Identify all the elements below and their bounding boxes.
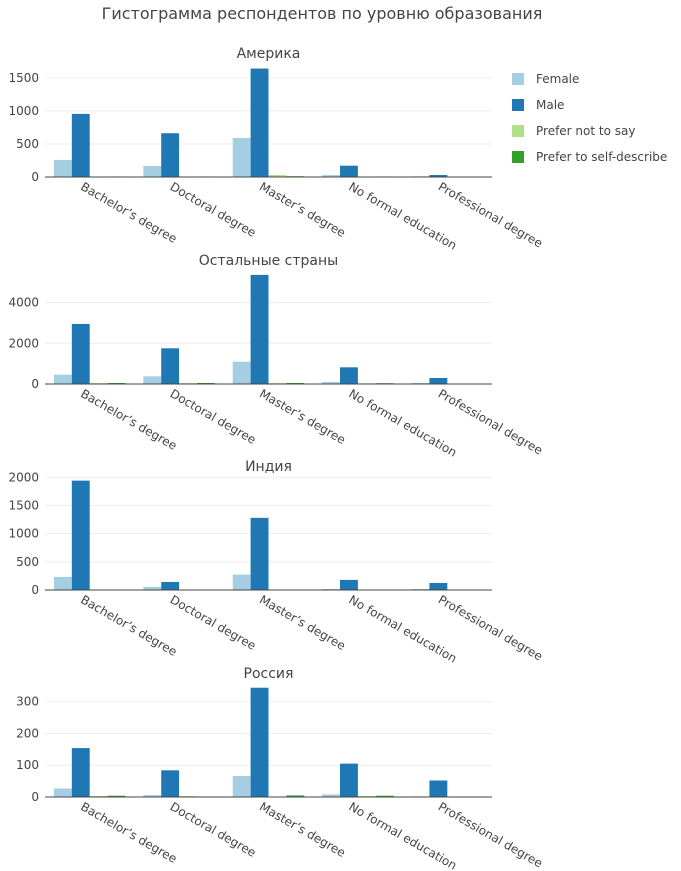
x-tick-label: Bachelor’s degree <box>78 799 179 865</box>
bar-male[interactable] <box>340 763 358 797</box>
bar-male[interactable] <box>71 113 90 177</box>
y-tick-label: 2000 <box>8 470 39 484</box>
y-tick-label: 2000 <box>8 336 39 350</box>
bar-female[interactable] <box>53 788 72 797</box>
bar-female[interactable] <box>53 576 72 590</box>
bar-male[interactable] <box>250 68 269 177</box>
bar-female[interactable] <box>143 165 162 177</box>
y-tick-label: 500 <box>16 555 39 569</box>
bar-prefer-to-self-describe[interactable] <box>196 382 215 384</box>
bar-female[interactable] <box>322 175 341 177</box>
bar-female[interactable] <box>322 794 341 797</box>
bar-male[interactable] <box>161 770 180 797</box>
legend-item[interactable]: Male <box>512 92 667 118</box>
bar-male[interactable] <box>250 517 269 590</box>
bar-female[interactable] <box>411 588 430 590</box>
y-tick-label: 0 <box>31 583 39 597</box>
legend-swatch <box>512 125 524 137</box>
x-tick-label: Bachelor’s degree <box>78 179 179 245</box>
legend-label: Female <box>536 72 580 86</box>
x-tick-label: Master’s degree <box>257 386 348 447</box>
subplot-3: Индия 0 500 1000 1500 2000 Bachelor’s degreeDo… <box>8 459 545 666</box>
subplot-4: Россия 0 100 200 300 Bachelor’s degreeDoctora… <box>16 666 545 871</box>
bar-male[interactable] <box>429 175 448 177</box>
x-tick-label: Doctoral degree <box>168 799 259 859</box>
legend-swatch <box>512 73 524 85</box>
legend[interactable]: Female Male Prefer not to say Prefer to sel… <box>512 66 667 170</box>
bar-female[interactable] <box>53 374 72 384</box>
bar-male[interactable] <box>429 582 448 590</box>
legend-item[interactable]: Prefer to self-describe <box>512 144 667 170</box>
chart-title: Гистограмма респондентов по уровню образ… <box>102 4 543 23</box>
subplot-title: Индия <box>245 459 292 475</box>
bar-female[interactable] <box>322 588 341 590</box>
x-tick-label: Bachelor’s degree <box>78 386 179 452</box>
bar-prefer-to-self-describe[interactable] <box>107 382 126 384</box>
bar-prefer-to-self-describe[interactable] <box>375 795 394 797</box>
bar-female[interactable] <box>143 376 162 384</box>
bar-male[interactable] <box>71 748 90 797</box>
bar-male[interactable] <box>71 480 90 590</box>
legend-label: Prefer not to say <box>536 124 636 138</box>
subplot-title: Америка <box>237 46 301 62</box>
x-tick-label: Master’s degree <box>257 179 348 240</box>
bar-male[interactable] <box>429 377 448 384</box>
subplot-2: Остальные страны 0 2000 4000 Bachelor’s degr… <box>8 253 545 460</box>
y-tick-label: 1000 <box>8 527 39 541</box>
x-tick-label: Doctoral degree <box>168 592 259 652</box>
y-tick-label: 300 <box>16 695 39 709</box>
bar-female[interactable] <box>53 159 72 177</box>
subplot-title: Россия <box>244 666 294 682</box>
y-tick-label: 1000 <box>8 104 39 118</box>
x-tick-label: Bachelor’s degree <box>78 592 179 658</box>
legend-label: Male <box>536 98 565 112</box>
y-tick-label: 200 <box>16 726 39 740</box>
bar-male[interactable] <box>340 367 358 384</box>
y-tick-label: 1500 <box>8 71 39 85</box>
y-tick-label: 0 <box>31 170 39 184</box>
bar-prefer-to-self-describe[interactable] <box>107 795 126 797</box>
bar-male[interactable] <box>429 780 448 797</box>
bar-female[interactable] <box>143 586 162 590</box>
bar-prefer-to-self-describe[interactable] <box>286 795 305 797</box>
legend-swatch <box>512 99 524 111</box>
bar-female[interactable] <box>232 574 251 590</box>
bar-male[interactable] <box>161 133 180 177</box>
bar-male[interactable] <box>340 579 358 590</box>
y-tick-label: 100 <box>16 758 39 772</box>
legend-swatch <box>512 151 524 163</box>
legend-item[interactable]: Prefer not to say <box>512 118 667 144</box>
bar-male[interactable] <box>250 687 269 797</box>
bar-prefer-not-to-say[interactable] <box>268 175 287 177</box>
x-tick-label: Master’s degree <box>257 799 348 860</box>
bar-female[interactable] <box>232 137 251 177</box>
legend-label: Prefer to self-describe <box>536 150 668 164</box>
y-tick-label: 500 <box>16 137 39 151</box>
y-tick-label: 0 <box>31 377 39 391</box>
subplot-1: Америка 0 500 1000 1500 Bachelor’s degreeDoct… <box>8 46 545 253</box>
bar-male[interactable] <box>161 581 180 590</box>
y-tick-label: 1500 <box>8 498 39 512</box>
bar-male[interactable] <box>340 165 358 177</box>
bar-female[interactable] <box>143 795 162 797</box>
x-tick-label: Master’s degree <box>257 592 348 653</box>
y-tick-label: 0 <box>31 790 39 804</box>
bar-male[interactable] <box>250 274 269 384</box>
legend-item[interactable]: Female <box>512 66 667 92</box>
x-tick-label: Doctoral degree <box>168 179 259 239</box>
bar-male[interactable] <box>71 323 90 384</box>
bar-prefer-to-self-describe[interactable] <box>286 382 305 384</box>
bar-female[interactable] <box>232 361 251 384</box>
bar-female[interactable] <box>322 382 341 384</box>
y-tick-label: 4000 <box>8 296 39 310</box>
bar-male[interactable] <box>161 348 180 384</box>
bar-female[interactable] <box>232 776 251 797</box>
x-tick-label: Doctoral degree <box>168 386 259 446</box>
subplot-title: Остальные страны <box>199 253 338 269</box>
